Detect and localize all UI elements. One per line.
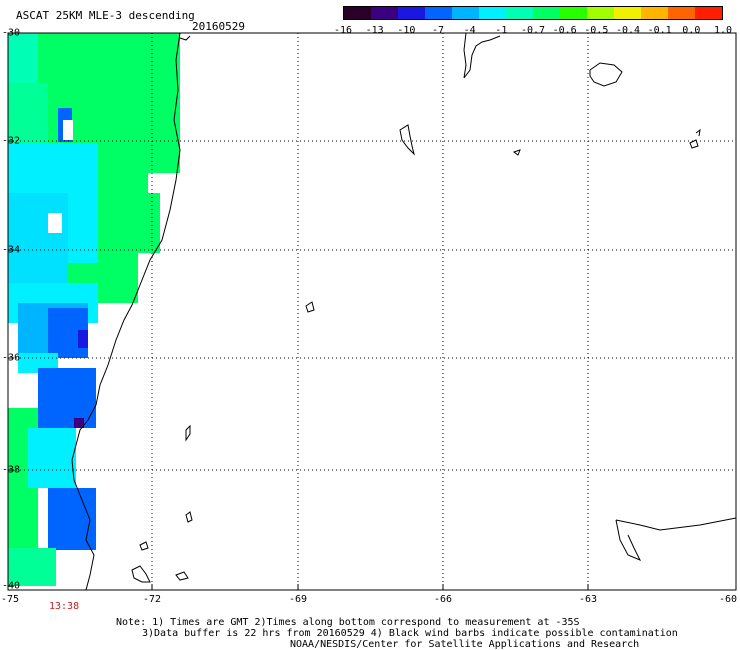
map-date: 20160529: [192, 20, 245, 33]
lon-label: -69: [288, 594, 308, 605]
axis-ticks: [8, 32, 589, 590]
note-line-3: NOAA/NESDIS/Center for Satellite Applica…: [290, 639, 640, 650]
colorbar-tick-label: -0.7: [520, 25, 546, 36]
note-line-1: Note: 1) Times are GMT 2)Times along bot…: [116, 617, 580, 628]
lon-label: -72: [142, 594, 162, 605]
colorbar-segment: [668, 7, 695, 19]
colorbar-segment: [479, 7, 506, 19]
colorbar-segment: [560, 7, 587, 19]
coastline: [71, 32, 737, 591]
colorbar-segment: [587, 7, 614, 19]
colorbar-tick-label: 1.0: [713, 25, 733, 36]
colorbar-tick-label: -0.5: [584, 25, 609, 36]
colorbar-segment: [398, 7, 425, 19]
lon-label: -60: [718, 594, 738, 605]
lon-label: -63: [578, 594, 598, 605]
lat-label: -36: [2, 352, 21, 364]
colorbar-tick-label: -0.4: [615, 25, 641, 36]
colorbar-tick-label: -4: [463, 25, 476, 36]
map-frame: [7, 32, 737, 591]
colorbar-segment: [614, 7, 641, 19]
data-swath: [8, 33, 180, 586]
colorbar-tick-label: -7: [431, 25, 445, 36]
colorbar-segment: [425, 7, 452, 19]
colorbar-tick-label: -10: [397, 25, 416, 36]
colorbar-segment: [695, 7, 722, 19]
lat-label: -38: [2, 464, 21, 476]
map-title: ASCAT 25KM MLE-3 descending: [16, 9, 195, 22]
lat-label: -30: [2, 27, 21, 39]
colorbar-segment: [533, 7, 560, 19]
lat-label: -34: [2, 244, 21, 256]
colorbar-segment: [641, 7, 668, 19]
colorbar-segment: [371, 7, 398, 19]
colorbar-segment: [344, 7, 371, 19]
colorbar-segment: [452, 7, 479, 19]
colorbar: [343, 6, 723, 20]
colorbar-tick-label: 0.0: [682, 25, 701, 36]
gridlines: [8, 33, 736, 590]
lon-label: -66: [433, 594, 453, 605]
pass-time-label: 13:38: [49, 601, 80, 612]
colorbar-segment: [506, 7, 533, 19]
colorbar-tick-label: -0.6: [552, 25, 577, 36]
colorbar-tick-label: -0.1: [647, 25, 672, 36]
lat-label: -40: [2, 580, 21, 592]
lat-label: -32: [2, 135, 21, 147]
colorbar-tick-label: -1: [495, 25, 508, 36]
note-line-2: 3)Data buffer is 22 hrs from 20160529 4)…: [142, 628, 678, 639]
lon-label: -75: [0, 594, 20, 605]
colorbar-tick-label: -13: [365, 25, 384, 36]
colorbar-tick-label: -16: [333, 25, 353, 36]
